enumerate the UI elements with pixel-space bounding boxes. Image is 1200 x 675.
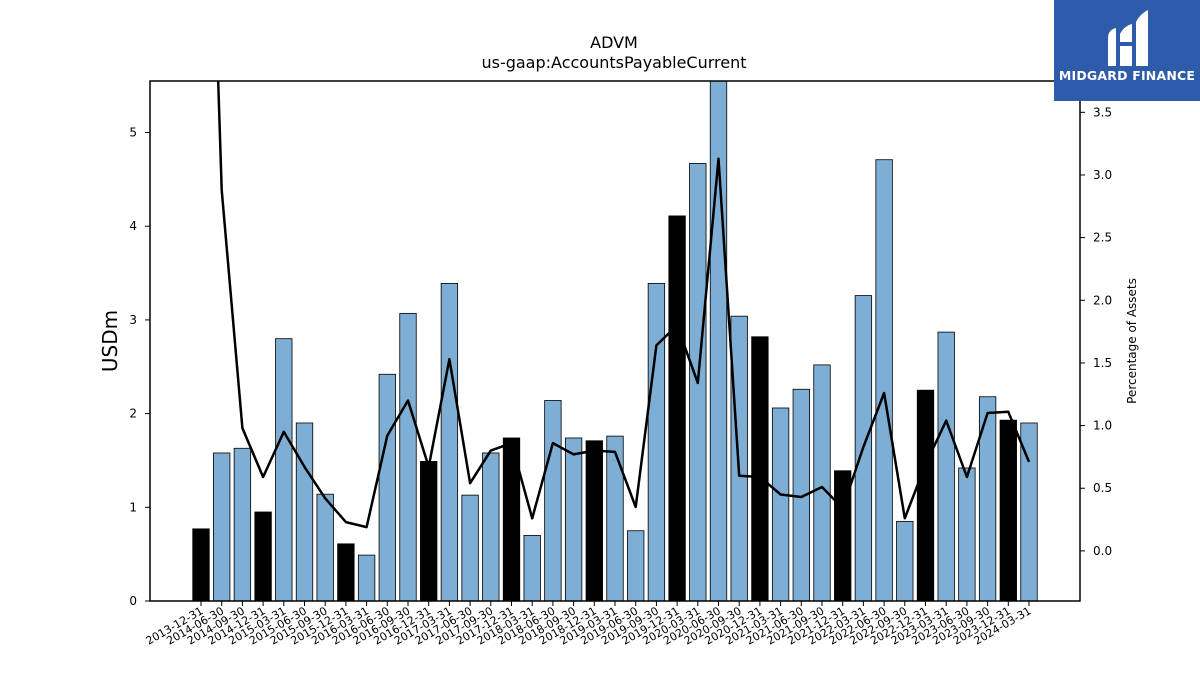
bar-2015-06-30 xyxy=(295,422,314,601)
y-tick-label: 4 xyxy=(129,219,137,233)
bar-2018-06-30 xyxy=(544,400,562,601)
y-tick-label: 2 xyxy=(129,407,137,421)
y2-axis-label: Percentage of Assets xyxy=(1125,278,1139,404)
bar-2021-09-30 xyxy=(813,364,831,601)
y2-tick-label: 2.5 xyxy=(1093,231,1112,245)
bar-2014-09-30 xyxy=(233,447,252,601)
bar-2019-12-31 xyxy=(668,215,686,601)
y2-tick-label: 1.5 xyxy=(1093,356,1112,370)
y-axis-right: 0.0 0.5 1.0 1.5 2.0 2.5 3.0 3.5 xyxy=(1080,105,1112,558)
bar-2017-03-31 xyxy=(440,282,459,601)
midgard-finance-logo: MIDGARD FINANCE xyxy=(1054,0,1200,101)
bar-2024-03-31 xyxy=(1020,422,1038,601)
bar-2015-12-31 xyxy=(337,543,355,601)
bar-2020-06-30 xyxy=(709,81,728,601)
bar-2022-12-31 xyxy=(916,389,935,601)
bar-2020-12-31 xyxy=(751,336,769,601)
bar-2023-03-31 xyxy=(937,331,955,601)
y2-tick-label: 3.5 xyxy=(1093,105,1112,119)
y2-tick-label: 1.0 xyxy=(1093,419,1112,433)
chart-subtitle: us-gaap:AccountsPayableCurrent xyxy=(481,53,746,72)
y2-tick-label: 0.5 xyxy=(1093,481,1112,495)
y-axis-label: USDm xyxy=(98,310,122,372)
y-axis-left: 0 1 2 3 4 5 xyxy=(129,126,150,608)
percentage-of-assets-line xyxy=(216,81,1031,529)
bar-2018-09-30 xyxy=(564,437,583,601)
bar-2017-09-30 xyxy=(482,452,500,601)
bar-2023-09-30 xyxy=(978,396,997,601)
bar-2019-09-30 xyxy=(647,282,666,601)
bar-2018-03-31 xyxy=(523,535,541,601)
x-axis: 2013-12-312014-06-302014-09-302014-12-31… xyxy=(144,601,1034,648)
bar-2021-03-31 xyxy=(771,407,790,601)
y2-tick-label: 0.0 xyxy=(1093,544,1112,558)
bar-2016-09-30 xyxy=(399,312,417,601)
bar-2017-06-30 xyxy=(461,494,479,601)
bar-2019-03-31 xyxy=(606,435,624,601)
midgard-logo-icon xyxy=(1108,10,1148,66)
bar-2022-06-30 xyxy=(875,159,893,601)
bar-2016-06-30 xyxy=(378,373,396,601)
bar-2019-06-30 xyxy=(627,530,645,601)
bar-2013-12-31 xyxy=(192,528,210,601)
plot-frame xyxy=(149,80,1081,602)
bar-2023-06-30 xyxy=(958,467,976,601)
y-tick-label: 0 xyxy=(129,594,137,608)
chart-title: ADVM xyxy=(590,33,638,52)
bar-2022-09-30 xyxy=(896,520,914,601)
y-tick-label: 3 xyxy=(129,313,137,327)
bar-2016-03-31 xyxy=(357,554,376,601)
bar-2014-06-30 xyxy=(213,452,231,601)
bar-2014-12-31 xyxy=(254,511,272,601)
bar-2015-03-31 xyxy=(275,338,293,601)
line-series xyxy=(216,81,1031,529)
bar-2016-12-31 xyxy=(420,460,438,601)
bar-series xyxy=(192,81,1038,601)
bar-2015-09-30 xyxy=(316,493,334,601)
y-tick-label: 1 xyxy=(129,500,137,514)
bar-2018-12-31 xyxy=(585,440,603,601)
y-tick-label: 5 xyxy=(129,126,137,140)
logo-text: MIDGARD FINANCE xyxy=(1058,68,1196,83)
bar-2023-12-31 xyxy=(999,419,1017,601)
y2-tick-label: 2.0 xyxy=(1093,293,1112,307)
y2-tick-label: 3.0 xyxy=(1093,168,1112,182)
